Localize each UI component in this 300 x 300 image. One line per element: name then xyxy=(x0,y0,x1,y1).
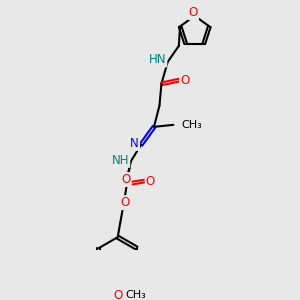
Text: O: O xyxy=(113,289,122,300)
Text: N: N xyxy=(130,137,139,150)
Text: CH₃: CH₃ xyxy=(125,290,146,300)
Text: O: O xyxy=(146,175,155,188)
Text: NH: NH xyxy=(112,154,129,167)
Text: O: O xyxy=(121,196,130,209)
Text: O: O xyxy=(122,173,131,186)
Text: HN: HN xyxy=(149,53,167,67)
Text: O: O xyxy=(180,74,189,87)
Text: CH₃: CH₃ xyxy=(181,120,202,130)
Text: O: O xyxy=(189,6,198,19)
